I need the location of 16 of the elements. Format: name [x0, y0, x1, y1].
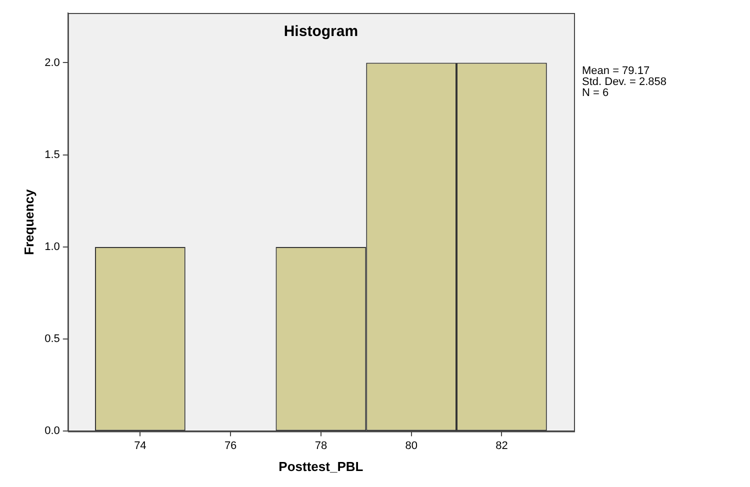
y-axis-title: Frequency: [21, 188, 36, 255]
text: Std. Dev. = 2.858: [582, 76, 666, 88]
x-tick-label: 78: [314, 440, 328, 452]
x-axis-title: Posttest_PBL: [278, 458, 364, 474]
y-tick-label: 0.5: [44, 333, 60, 346]
y-tick-label: 0.0: [44, 425, 60, 438]
x-tick-label: 82: [496, 440, 508, 452]
text: Histogram: [284, 23, 358, 40]
x-tick-label: 80: [405, 440, 418, 452]
text: N = 6: [582, 87, 609, 100]
y-tick-label: 2.0: [44, 56, 60, 69]
text: Mean = 79.17: [582, 65, 650, 78]
x-tick-label: 76: [224, 440, 237, 452]
y-tick-label: 1.0: [44, 241, 60, 253]
x-tick-label: 74: [134, 440, 146, 452]
y-tick-label: 1.5: [44, 148, 60, 161]
